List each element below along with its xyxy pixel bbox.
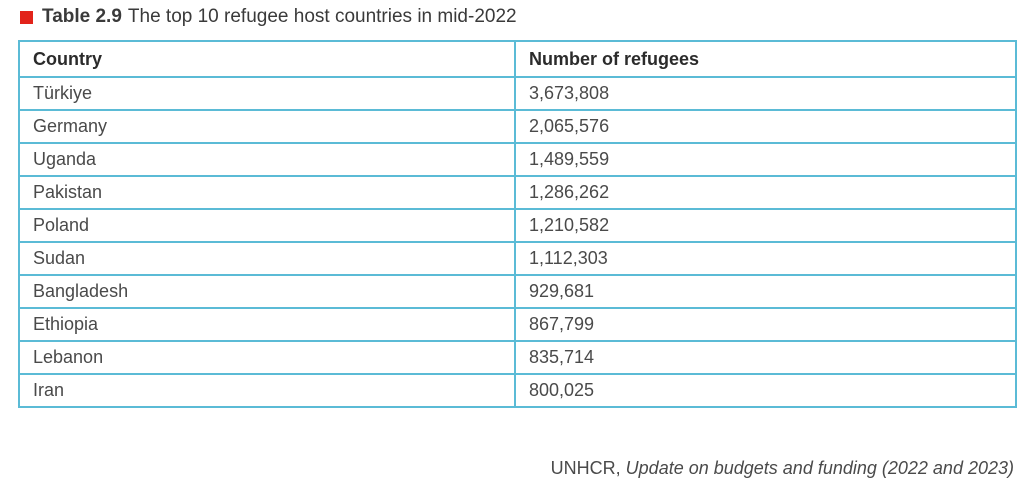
country-cell: Germany [18, 109, 516, 144]
table-header-row: Country Number of refugees [18, 40, 1017, 78]
table-row: Uganda 1,489,559 [18, 142, 1017, 177]
refugees-cell: 867,799 [514, 307, 1017, 342]
country-cell: Bangladesh [18, 274, 516, 309]
caption-marker-square [20, 10, 33, 24]
refugee-host-table: Country Number of refugees Türkiye 3,673… [18, 40, 1017, 408]
caption-text: The top 10 refugee host countries in mid… [127, 6, 517, 27]
table-row: Ethiopia 867,799 [18, 307, 1017, 342]
refugees-cell: 3,673,808 [514, 76, 1017, 111]
refugees-cell: 929,681 [514, 274, 1017, 309]
country-cell: Uganda [18, 142, 516, 177]
country-cell: Lebanon [18, 340, 516, 375]
refugees-cell: 800,025 [514, 373, 1017, 408]
table-row: Bangladesh 929,681 [18, 274, 1017, 309]
source-title: Update on budgets and funding (2022 and … [625, 458, 1014, 478]
column-header-refugees: Number of refugees [514, 40, 1017, 78]
refugees-cell: 1,489,559 [514, 142, 1017, 177]
table-row: Lebanon 835,714 [18, 340, 1017, 375]
table-row: Pakistan 1,286,262 [18, 175, 1017, 210]
country-cell: Türkiye [18, 76, 516, 111]
source-citation: UNHCR, Update on budgets and funding (20… [551, 458, 1014, 479]
refugees-cell: 2,065,576 [514, 109, 1017, 144]
country-cell: Poland [18, 208, 516, 243]
table-row: Türkiye 3,673,808 [18, 76, 1017, 111]
table-caption: Table 2.9 The top 10 refugee host countr… [20, 4, 517, 30]
country-cell: Pakistan [18, 175, 516, 210]
table-row: Sudan 1,112,303 [18, 241, 1017, 276]
country-cell: Iran [18, 373, 516, 408]
refugee-table-container: Country Number of refugees Türkiye 3,673… [18, 40, 1017, 408]
source-org: UNHCR, [550, 458, 626, 478]
table-row: Poland 1,210,582 [18, 208, 1017, 243]
refugees-cell: 1,286,262 [514, 175, 1017, 210]
refugees-cell: 1,112,303 [514, 241, 1017, 276]
table-row: Iran 800,025 [18, 373, 1017, 408]
refugees-cell: 835,714 [514, 340, 1017, 375]
country-cell: Ethiopia [18, 307, 516, 342]
table-row: Germany 2,065,576 [18, 109, 1017, 144]
country-cell: Sudan [18, 241, 516, 276]
caption-label: Table 2.9 [42, 6, 122, 27]
refugees-cell: 1,210,582 [514, 208, 1017, 243]
column-header-country: Country [18, 40, 516, 78]
